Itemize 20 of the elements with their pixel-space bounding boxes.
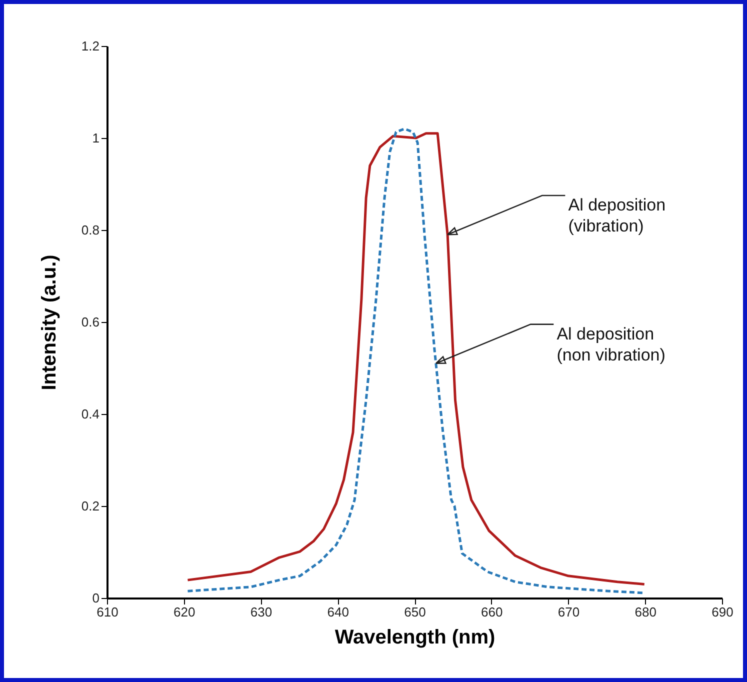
x-tick-label: 640	[327, 604, 349, 620]
x-tick-label: 670	[558, 604, 580, 620]
y-tick-label: 0.2	[81, 498, 100, 514]
x-tick-label: 690	[712, 604, 734, 620]
y-tick-label: 0.4	[81, 406, 100, 422]
y-axis-title: Intensity (a.u.)	[38, 254, 60, 390]
x-tick-label: 680	[634, 604, 656, 620]
x-tick-label: 620	[174, 604, 196, 620]
x-tick-label: 660	[481, 604, 503, 620]
x-tick-label: 630	[250, 604, 272, 620]
x-axis-title: Wavelength (nm)	[334, 626, 496, 648]
annotation: Al deposition (vibration)	[568, 196, 666, 236]
annotation: Al deposition (non vibration)	[556, 324, 666, 364]
y-tick-label: 1.2	[81, 38, 100, 54]
y-tick-label: 0.8	[81, 222, 100, 238]
y-tick-label: 0	[92, 590, 100, 606]
y-tick-label: 1	[92, 130, 100, 146]
x-tick-label: 650	[404, 604, 426, 620]
x-tick-label: 610	[96, 604, 118, 620]
y-tick-label: 0.6	[81, 314, 100, 330]
